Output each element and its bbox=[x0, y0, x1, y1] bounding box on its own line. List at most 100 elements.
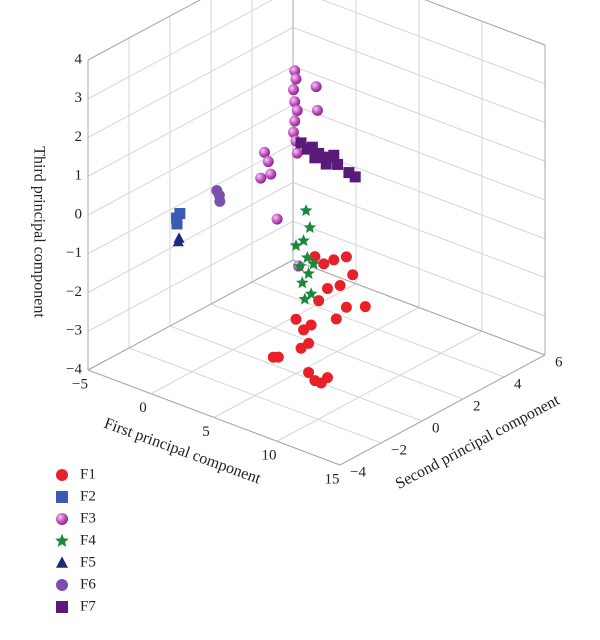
box-edge bbox=[292, 259, 546, 356]
point bbox=[332, 158, 344, 170]
point bbox=[295, 137, 307, 149]
grid-line bbox=[87, 0, 201, 61]
x-tick-label: 0 bbox=[139, 400, 147, 416]
point bbox=[265, 168, 277, 180]
point bbox=[289, 96, 301, 108]
point bbox=[271, 213, 283, 225]
grid-line bbox=[292, 220, 546, 317]
legend-marker bbox=[56, 556, 68, 568]
y-tick-label: −2 bbox=[391, 442, 407, 458]
point bbox=[287, 84, 299, 96]
legend-label: F2 bbox=[80, 488, 96, 504]
point bbox=[340, 301, 352, 313]
z-tick-label: 4 bbox=[75, 51, 83, 67]
legend-label: F6 bbox=[80, 576, 96, 592]
grid-line bbox=[213, 307, 420, 418]
y-tick-label: −4 bbox=[350, 464, 366, 480]
point bbox=[334, 280, 346, 291]
point bbox=[347, 269, 359, 281]
point bbox=[340, 251, 352, 263]
point bbox=[304, 287, 318, 300]
box-edge bbox=[424, 0, 546, 46]
point bbox=[313, 295, 325, 307]
y-tick-label: 2 bbox=[473, 398, 481, 414]
point bbox=[296, 276, 309, 289]
z-tick-label: 1 bbox=[75, 168, 83, 184]
grid-line bbox=[169, 325, 423, 422]
grid-line bbox=[87, 0, 274, 100]
grid-line bbox=[87, 182, 294, 293]
box-edge bbox=[339, 354, 546, 466]
grid-line bbox=[210, 303, 464, 400]
grid-line bbox=[87, 143, 294, 255]
grid-line bbox=[321, 0, 546, 85]
x-tick-label: 5 bbox=[202, 424, 210, 440]
legend-label: F7 bbox=[80, 598, 96, 614]
point bbox=[295, 342, 307, 354]
point bbox=[174, 208, 186, 220]
z-axis-title: Third principal component bbox=[30, 146, 47, 318]
legend-label: F4 bbox=[80, 532, 96, 548]
point bbox=[291, 147, 303, 159]
z-tick-label: −3 bbox=[66, 323, 82, 339]
z-tick-label: 3 bbox=[75, 90, 83, 106]
x-axis-title: First principal component bbox=[102, 415, 264, 488]
grid-line bbox=[87, 104, 294, 216]
point bbox=[318, 258, 330, 270]
point bbox=[322, 283, 333, 294]
legend-marker bbox=[56, 601, 68, 613]
point bbox=[302, 267, 315, 279]
legend-marker bbox=[56, 579, 68, 591]
legend-marker bbox=[56, 469, 68, 481]
point bbox=[330, 313, 342, 325]
legend-label: F1 bbox=[80, 466, 96, 482]
point bbox=[272, 351, 284, 363]
box-edge bbox=[87, 369, 341, 466]
point bbox=[311, 104, 323, 116]
grid-line bbox=[292, 182, 546, 278]
point bbox=[255, 172, 267, 184]
point bbox=[297, 234, 310, 247]
point bbox=[214, 195, 226, 207]
point bbox=[289, 65, 301, 77]
grid-line bbox=[292, 104, 546, 201]
grid-line bbox=[87, 65, 294, 177]
point bbox=[299, 204, 313, 217]
point bbox=[290, 313, 302, 325]
point bbox=[306, 141, 318, 153]
y-tick-label: 6 bbox=[555, 354, 563, 370]
point bbox=[343, 167, 355, 179]
point bbox=[349, 171, 361, 183]
point bbox=[307, 257, 320, 270]
point bbox=[305, 319, 317, 331]
point bbox=[320, 158, 332, 170]
z-tick-label: 0 bbox=[75, 206, 83, 222]
y-tick-label: 4 bbox=[514, 376, 522, 392]
point bbox=[262, 156, 274, 168]
grid-line bbox=[292, 65, 546, 162]
z-tick-label: −1 bbox=[66, 245, 82, 261]
point bbox=[301, 251, 314, 263]
grid-line bbox=[87, 27, 294, 138]
point bbox=[293, 259, 307, 272]
legend-marker bbox=[55, 533, 69, 547]
x-tick-label: 10 bbox=[262, 448, 277, 464]
point bbox=[287, 126, 299, 138]
point bbox=[328, 254, 340, 266]
point bbox=[309, 152, 321, 164]
point bbox=[310, 81, 322, 93]
point bbox=[328, 149, 340, 161]
z-tick-label: −4 bbox=[66, 361, 82, 377]
grid-line bbox=[292, 27, 546, 123]
z-tick-label: 2 bbox=[75, 129, 83, 145]
legend-marker bbox=[56, 491, 68, 503]
point bbox=[309, 251, 321, 263]
z-tick-label: −2 bbox=[66, 284, 82, 300]
legend-label: F5 bbox=[80, 554, 96, 570]
point bbox=[322, 372, 333, 384]
point bbox=[359, 301, 371, 313]
point bbox=[298, 292, 312, 305]
point bbox=[289, 115, 301, 127]
point bbox=[303, 366, 315, 378]
